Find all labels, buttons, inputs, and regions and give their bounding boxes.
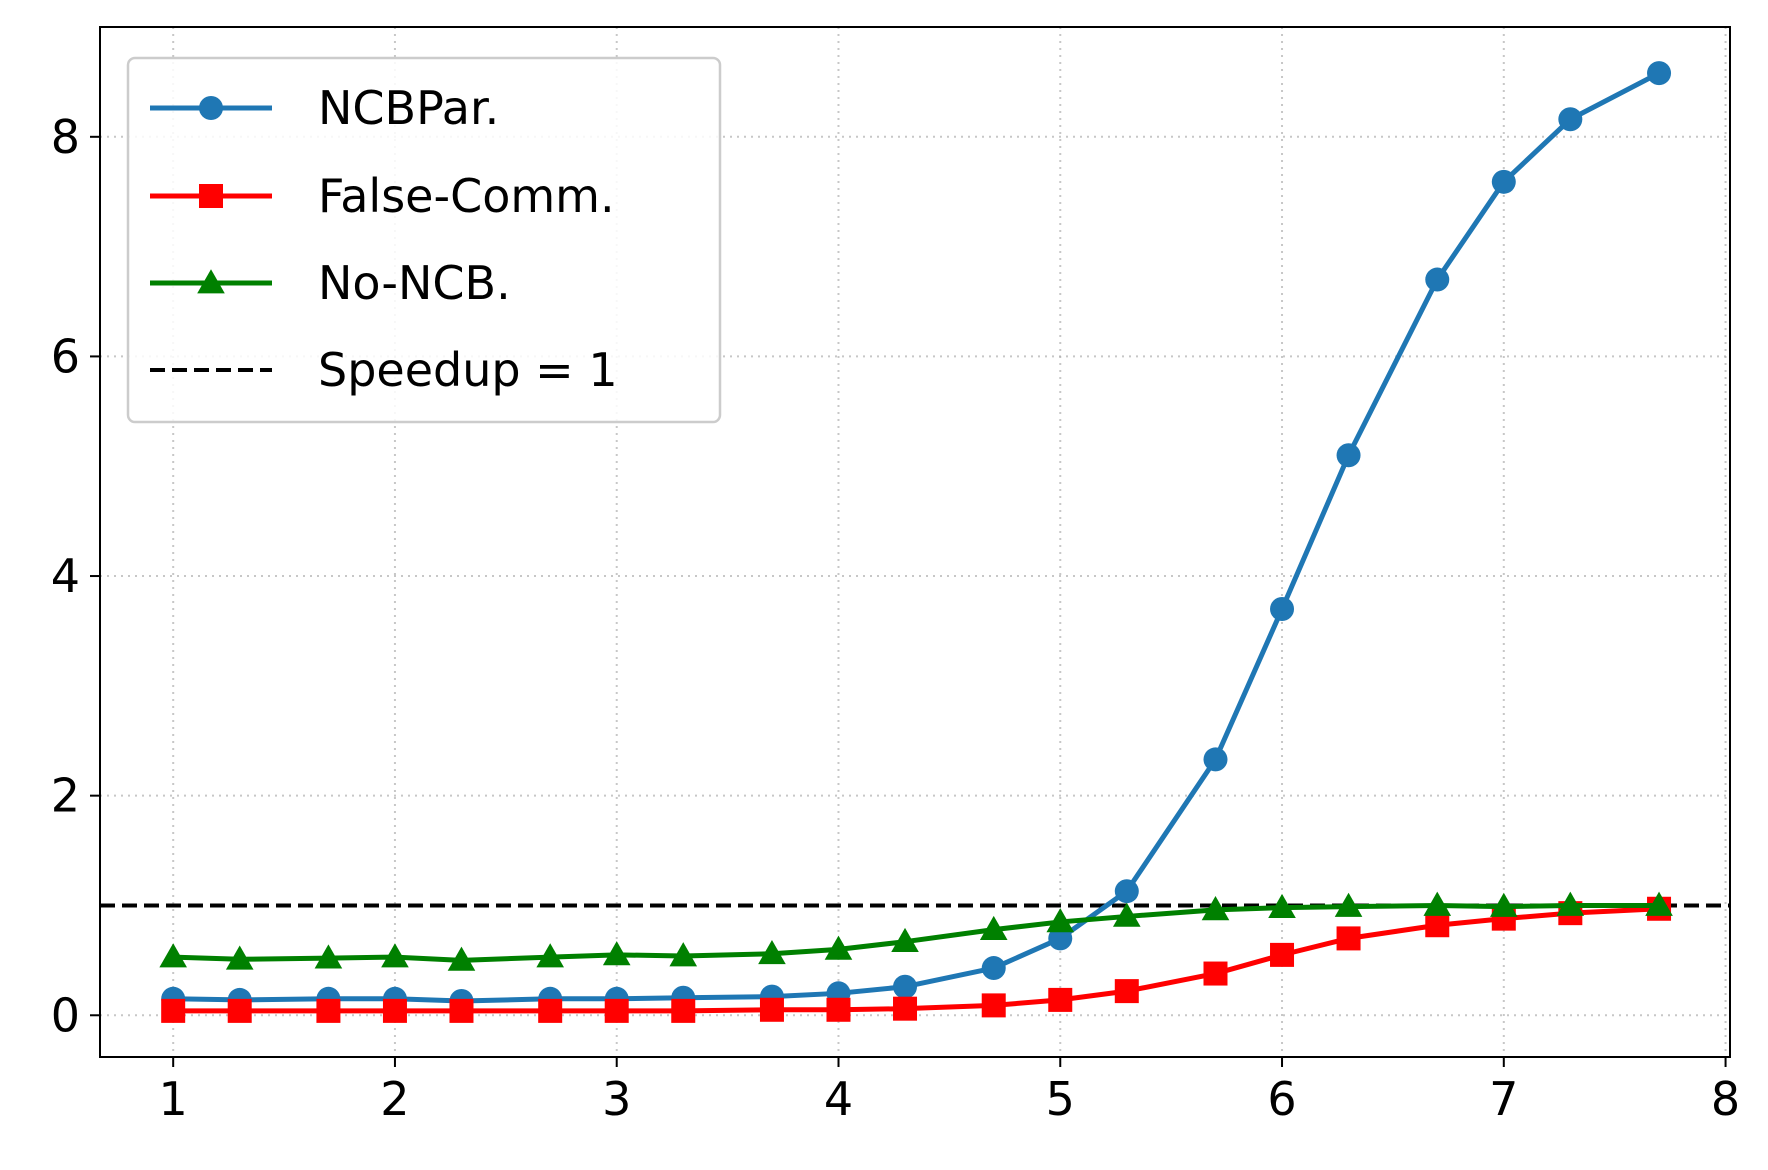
triangle-marker xyxy=(1112,902,1141,927)
x-tick-label: 3 xyxy=(602,1072,631,1126)
legend-box xyxy=(126,56,722,424)
legend-entry: Speedup = 1 xyxy=(150,343,618,397)
square-marker xyxy=(1114,979,1139,1004)
y-tick-label: 0 xyxy=(51,988,80,1042)
square-marker xyxy=(449,998,474,1023)
y-tick-label: 6 xyxy=(51,329,80,383)
series-layer xyxy=(100,61,1730,1023)
square-marker xyxy=(538,998,563,1023)
triangle-marker xyxy=(1423,891,1452,916)
square-marker xyxy=(1425,913,1450,938)
x-tick-label: 6 xyxy=(1267,1072,1296,1126)
square-marker xyxy=(604,998,629,1023)
triangle-marker xyxy=(979,915,1008,940)
square-marker xyxy=(1270,942,1295,967)
circle-marker xyxy=(893,974,918,999)
plot-frame xyxy=(99,26,1731,1058)
circle-marker xyxy=(1114,879,1139,904)
square-marker xyxy=(759,997,784,1022)
series-no-ncb xyxy=(159,891,1673,971)
y-tick-label: 8 xyxy=(51,110,80,164)
triangle-marker xyxy=(1201,896,1230,921)
legend-entry: False-Comm. xyxy=(150,169,615,223)
triangle-marker xyxy=(225,945,254,970)
square-marker xyxy=(227,998,252,1023)
square-marker xyxy=(316,998,341,1023)
legend: NCBPar. False-Comm. No-NCB. Speedup = 1 xyxy=(126,56,722,424)
triangle-marker xyxy=(891,927,919,953)
triangle-marker xyxy=(314,944,343,969)
x-tick-label: 7 xyxy=(1489,1072,1518,1126)
triangle-marker xyxy=(824,935,853,960)
circle-marker xyxy=(1558,107,1583,132)
grid xyxy=(100,27,1730,1057)
triangle-marker xyxy=(447,946,476,971)
circle-marker xyxy=(1048,926,1073,951)
circle-marker xyxy=(1336,443,1361,468)
square-marker xyxy=(671,998,696,1023)
triangle-marker xyxy=(159,943,187,968)
triangle-marker xyxy=(197,269,225,294)
legend-label: Speedup = 1 xyxy=(318,343,618,397)
square-marker xyxy=(826,997,851,1022)
square-marker xyxy=(199,184,223,208)
triangle-marker xyxy=(1046,908,1075,933)
square-marker xyxy=(981,993,1006,1018)
legend-entry: No-NCB. xyxy=(150,256,511,310)
circle-marker xyxy=(1425,267,1450,292)
x-tick-label: 2 xyxy=(380,1072,409,1126)
square-marker xyxy=(1336,926,1361,951)
x-tick-label: 4 xyxy=(824,1072,853,1126)
triangle-marker xyxy=(602,941,631,966)
square-marker xyxy=(1048,987,1073,1012)
triangle-marker xyxy=(1556,891,1585,916)
legend-entry: NCBPar. xyxy=(150,81,499,135)
x-tick-label: 1 xyxy=(159,1072,188,1126)
circle-marker xyxy=(1203,747,1228,772)
x-tick-label: 8 xyxy=(1711,1072,1740,1126)
legend-label: No-NCB. xyxy=(318,256,511,310)
square-marker xyxy=(161,998,186,1023)
triangle-marker xyxy=(1268,893,1296,919)
series-false-comm xyxy=(161,896,1672,1023)
circle-marker xyxy=(1270,596,1295,621)
circle-marker xyxy=(1647,61,1672,86)
legend-label: NCBPar. xyxy=(318,81,499,135)
axes: 1 2 3 4 5 6 7 8 0 2 4 6 8 xyxy=(51,110,1740,1126)
y-tick-label: 2 xyxy=(51,769,80,823)
triangle-marker xyxy=(1334,892,1363,917)
square-marker xyxy=(1203,961,1228,986)
legend-label: False-Comm. xyxy=(318,169,615,223)
square-marker xyxy=(382,998,407,1023)
triangle-marker xyxy=(758,939,786,965)
x-tick-label: 5 xyxy=(1046,1072,1075,1126)
triangle-marker xyxy=(1489,892,1518,917)
square-marker xyxy=(893,996,918,1021)
triangle-marker xyxy=(536,943,564,968)
y-tick-label: 4 xyxy=(51,549,80,603)
triangle-marker xyxy=(669,942,698,967)
triangle-marker xyxy=(1645,891,1673,916)
circle-marker xyxy=(1491,169,1516,194)
triangle-marker xyxy=(381,943,409,968)
circle-marker xyxy=(199,96,223,120)
circle-marker xyxy=(981,956,1006,981)
